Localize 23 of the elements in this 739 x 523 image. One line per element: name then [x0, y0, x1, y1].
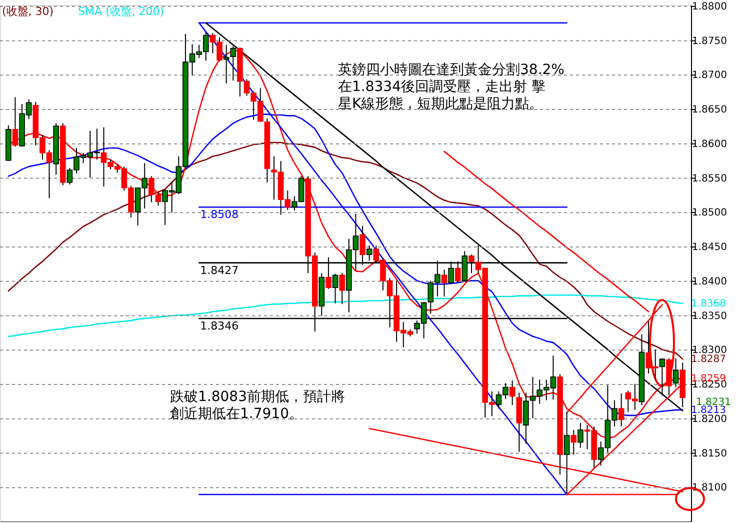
y-tick-label: 1.8750 — [692, 36, 727, 47]
annotation: 英鎊四小時圖在達到黃金分割38.2%在1.8334後回調受壓，走出射 擊星K線形態，短期此點是阻力點。 — [338, 62, 564, 112]
y-tick-label: 1.8650 — [692, 104, 727, 116]
y-tick-label: 1.8150 — [692, 448, 727, 460]
y-tick-label: 1.8700 — [692, 70, 727, 82]
data-label: 1.8427 — [200, 264, 239, 277]
data-label: 1.8213 — [691, 404, 726, 416]
y-tick-label: 1.8550 — [692, 173, 727, 184]
y-tick-label: 1.8800 — [692, 1, 727, 12]
data-label: 1.8346 — [200, 320, 239, 332]
y-tick-label: 1.8350 — [692, 310, 727, 322]
y-tick-label: 1.8450 — [692, 242, 727, 253]
data-label: 1.8368 — [691, 298, 726, 310]
y-tick-label: 1.8600 — [692, 138, 727, 150]
data-label: 1.8508 — [200, 208, 239, 222]
y-tick-label: 1.8100 — [692, 482, 727, 494]
text: SMA (收盤, 200) — [78, 5, 164, 18]
y-tick-label: 1.8200 — [692, 414, 727, 425]
y-tick-label: 1.8500 — [692, 208, 727, 219]
annotation: 跌破1.8083前期低，預計將創近期低在1.7910。 — [170, 389, 345, 422]
data-label: 1.8287 — [691, 354, 726, 366]
y-tick-label: 1.8400 — [692, 276, 727, 288]
text: (收盤, 30) — [2, 5, 54, 18]
